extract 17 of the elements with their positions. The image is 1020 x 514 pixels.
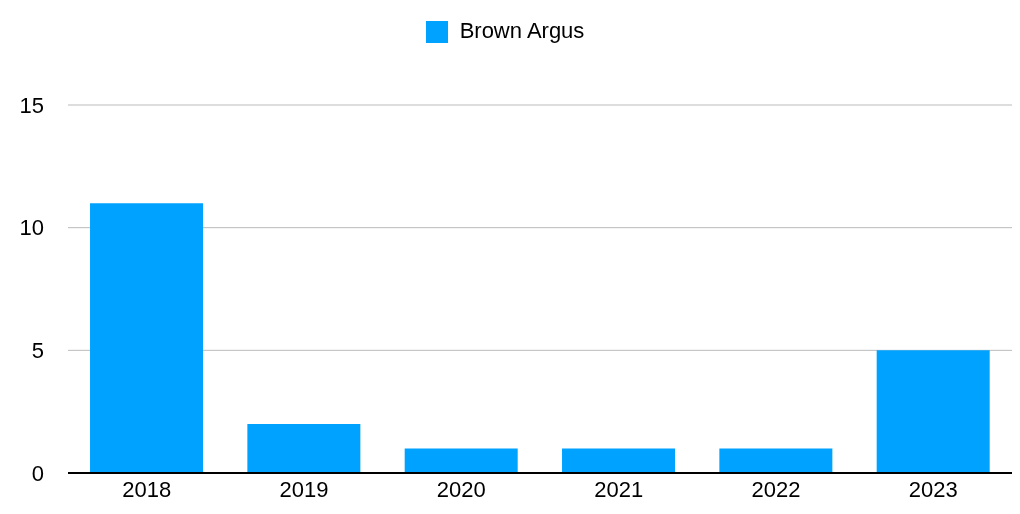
bar: [90, 203, 204, 473]
y-tick-label: 15: [19, 92, 44, 118]
bar: [404, 448, 518, 473]
x-tick-label: 2020: [436, 476, 486, 502]
bar: [876, 350, 990, 473]
x-tick-label: 2021: [594, 476, 644, 502]
x-tick-label: 2023: [908, 476, 958, 502]
bar: [719, 448, 833, 473]
y-tick-label: 5: [31, 338, 44, 364]
y-tick-label: 10: [19, 215, 44, 241]
legend-label: Brown Argus: [459, 18, 585, 43]
x-tick-label: 2018: [122, 476, 172, 502]
bar: [562, 448, 676, 473]
x-tick-label: 2019: [279, 476, 329, 502]
y-tick-label: 0: [31, 460, 44, 486]
bar: [247, 423, 361, 473]
x-tick-label: 2022: [751, 476, 801, 502]
